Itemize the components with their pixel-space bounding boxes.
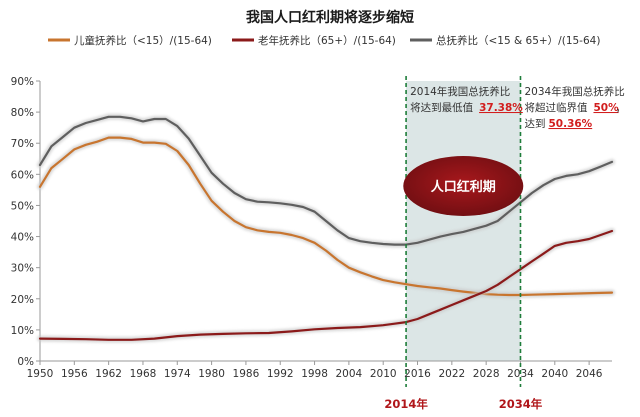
x-tick-label: 2040 [541,368,568,380]
legend-entry: 总抚养比（<15 & 65+）/(15-64) [436,34,600,47]
x-tick-label: 1992 [267,368,294,380]
x-tick-label: 1968 [130,368,157,380]
y-tick-label: 10% [11,325,34,337]
axes: 0% 10% 20% 30% 40% 50% 60% 70% 80% 90% 1950 1956 196… [11,76,612,380]
y-tick-label: 20% [11,294,34,306]
annotation-2014-line2: 将达到最低值 [410,101,473,114]
reference-line-label: 2014年 [384,397,428,411]
y-tick-label: 60% [11,169,34,181]
legend-entry: 儿童抚养比（<15）/(15-64) [74,34,212,47]
annotation-2034-value: 50% [593,102,619,114]
annotation-2014-value: 37.38% [479,102,523,114]
annotation-2034-value2: 50.36% [548,118,592,130]
demographic-dividend-oval [403,156,524,216]
series-line-2 [38,115,614,246]
y-tick-label: 70% [11,138,34,150]
x-tick-label: 1980 [198,368,225,380]
x-tick-label: 1962 [95,368,122,380]
series-line-1 [38,229,614,341]
x-tick-label: 2028 [473,368,500,380]
y-tick-label: 40% [11,232,34,244]
series-line-shadow [37,134,615,298]
x-tick-label: 1986 [233,368,260,380]
x-tick-label: 1974 [164,368,191,380]
y-tick-label: 50% [11,200,34,212]
reference-line-label: 2034年 [499,397,543,411]
y-tick-label: 80% [11,107,34,119]
legend-entry: 老年抚养比（65+）/(15-64) [258,34,396,47]
series-line-0 [38,136,614,297]
y-tick-label: 0% [17,356,34,368]
x-tick-label: 2022 [438,368,465,380]
annotation-2014-line1: 2014年我国总抚养比 [410,85,510,98]
y-tick-label: 30% [11,263,34,275]
x-tick-label: 2046 [576,368,603,380]
annotation-2034-line3: 达到 [524,118,545,130]
x-tick-label: 2004 [336,368,363,380]
series-lines [37,113,615,343]
y-tick-label: 90% [11,76,34,88]
annotation-2034-line1: 2034年我国总抚养比 [524,85,624,98]
chart-title: 我国人口红利期将逐步缩短 [246,9,414,26]
demographic-dividend-label: 人口红利期 [431,179,496,195]
x-tick-label: 1998 [301,368,328,380]
x-tick-label: 2010 [370,368,397,380]
x-tick-label: 1950 [27,368,54,380]
annotation-2034-line2: 将超过临界值 [524,101,587,114]
legend: 儿童抚养比（<15）/(15-64) 老年抚养比（65+）/(15-64) 总抚养比… [48,34,600,47]
x-tick-label: 2016 [404,368,431,380]
reference-lines: 2014年 2034年 [384,76,543,411]
x-tick-label: 1956 [61,368,88,380]
annotation-2034-suffix: ， [615,102,626,114]
